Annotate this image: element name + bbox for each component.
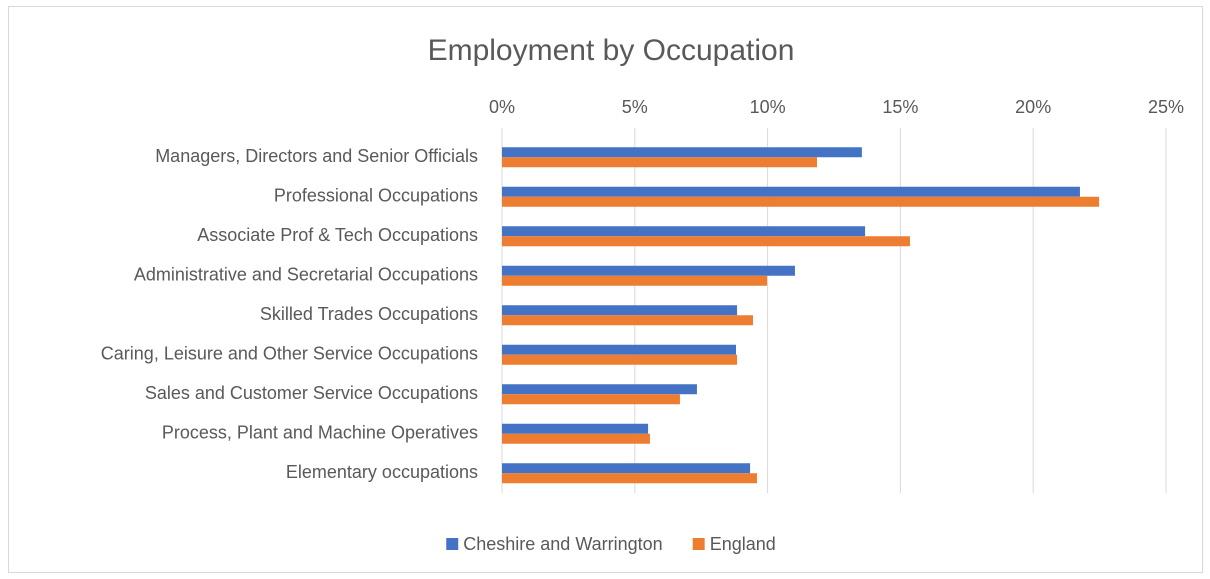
bar [502, 226, 866, 237]
bar [502, 157, 818, 168]
bar [502, 236, 910, 247]
y-tick-label: Caring, Leisure and Other Service Occupa… [101, 344, 478, 364]
legend-swatch [692, 538, 705, 550]
legend-label: England [710, 534, 776, 554]
legend-swatch [446, 538, 459, 550]
legend-label: Cheshire and Warrington [463, 534, 662, 554]
y-tick-label: Sales and Customer Service Occupations [145, 383, 478, 403]
bar [502, 275, 768, 286]
bar [502, 147, 862, 158]
y-tick-label: Process, Plant and Machine Operatives [162, 423, 478, 443]
bar [502, 384, 697, 395]
x-tick-label: 5% [622, 97, 648, 117]
bar [502, 305, 738, 316]
x-tick-label: 15% [882, 97, 918, 117]
y-tick-label: Elementary occupations [286, 462, 478, 482]
bar [502, 394, 680, 405]
y-tick-label: Administrative and Secretarial Occupatio… [134, 265, 478, 285]
bar [502, 344, 736, 355]
x-tick-label: 25% [1148, 97, 1184, 117]
chart-frame [8, 6, 1203, 573]
bar [502, 354, 738, 365]
x-tick-label: 10% [750, 97, 786, 117]
bar [502, 315, 753, 326]
bar [502, 423, 649, 434]
bar [502, 265, 795, 276]
bar [502, 186, 1080, 197]
bar [502, 433, 650, 444]
y-tick-label: Managers, Directors and Senior Officials [155, 146, 478, 166]
y-tick-label: Professional Occupations [274, 186, 478, 206]
bar [502, 196, 1100, 207]
x-tick-label: 20% [1015, 97, 1051, 117]
x-tick-label: 0% [489, 97, 515, 117]
y-tick-label: Associate Prof & Tech Occupations [197, 225, 478, 245]
chart-title: Employment by Occupation [428, 34, 795, 67]
bar [502, 473, 757, 484]
bar [502, 463, 751, 474]
y-tick-label: Skilled Trades Occupations [260, 304, 478, 324]
